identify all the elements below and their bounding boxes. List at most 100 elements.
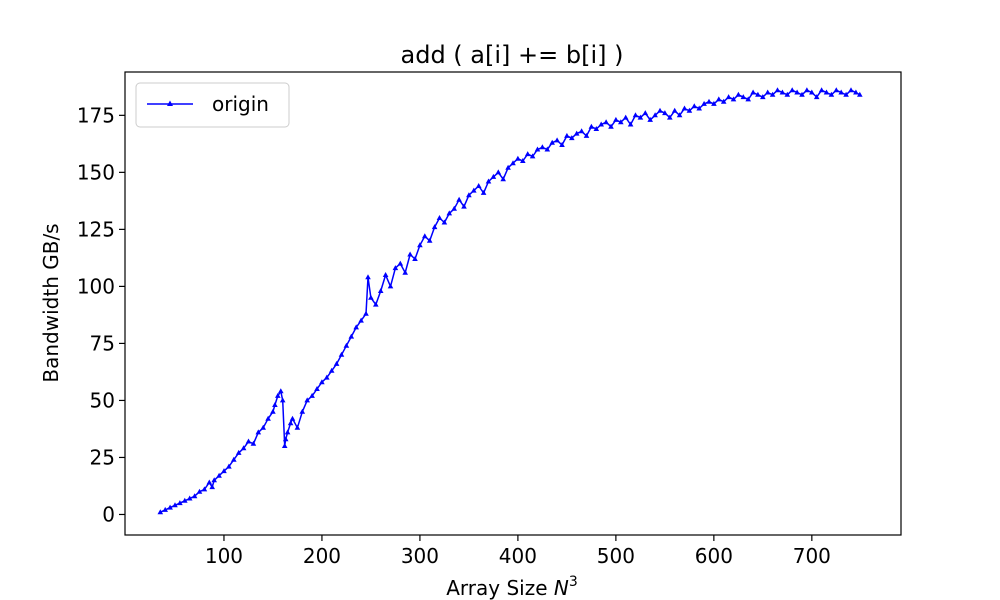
data-point (250, 440, 257, 446)
data-point (583, 132, 590, 138)
data-point (392, 265, 399, 271)
y-tick-label: 75 (90, 331, 115, 355)
data-point (382, 272, 389, 277)
data-point (260, 424, 266, 430)
data-point (480, 189, 487, 195)
data-point (823, 89, 830, 95)
data-point (789, 87, 795, 93)
data-point (510, 160, 516, 166)
data-point (750, 89, 756, 95)
data-point (701, 100, 707, 106)
data-point (436, 215, 443, 220)
data-point (363, 310, 369, 316)
data-point (226, 463, 232, 469)
data-point (235, 449, 242, 455)
data-point (569, 135, 575, 141)
data-point (691, 103, 698, 109)
data-point (706, 98, 712, 104)
x-tick-label: 700 (793, 544, 831, 568)
data-point (309, 392, 315, 398)
x-tick-label: 500 (597, 544, 635, 568)
data-point (760, 94, 766, 100)
data-point (515, 155, 521, 161)
data-point (186, 495, 193, 501)
data-point (240, 445, 247, 451)
data-point (686, 107, 693, 113)
data-point (402, 269, 408, 275)
data-point (544, 146, 551, 152)
data-point (520, 158, 526, 163)
data-point (769, 91, 776, 97)
data-point (549, 139, 555, 145)
data-point (353, 324, 359, 330)
data-point (270, 408, 276, 414)
data-point (422, 233, 428, 239)
data-point (755, 91, 761, 97)
data-point (608, 123, 614, 129)
data-point (603, 119, 609, 125)
data-point (417, 242, 423, 248)
data-point (265, 415, 271, 421)
data-point (206, 479, 213, 485)
data-point (524, 151, 531, 157)
data-point (328, 367, 335, 373)
data-point (681, 105, 688, 111)
data-point (441, 219, 448, 225)
y-tick-label: 150 (77, 160, 115, 184)
x-tick-label: 300 (401, 544, 439, 568)
x-axis-title-text: Array Size (446, 576, 547, 600)
data-point (662, 110, 668, 116)
data-point (529, 153, 536, 159)
plot-area (157, 87, 863, 515)
data-point (426, 237, 433, 243)
data-point (554, 137, 560, 143)
data-point (622, 114, 629, 120)
x-tick-label: 400 (499, 544, 537, 568)
data-point (853, 89, 859, 95)
x-axis-title-var: N (554, 576, 569, 600)
data-point (191, 493, 198, 499)
y-tick-label: 125 (77, 217, 115, 241)
data-point (177, 500, 183, 506)
data-point (828, 91, 835, 97)
data-point (627, 121, 634, 127)
data-point (716, 96, 722, 102)
data-point (397, 260, 404, 266)
data-point (456, 196, 462, 202)
data-point (221, 468, 227, 474)
data-point (245, 438, 252, 444)
data-point (314, 386, 320, 391)
x-axis-ticks: 100 200 300 400 500 600 700 (205, 535, 831, 568)
data-point (740, 94, 747, 100)
data-point (534, 146, 541, 152)
data-point (799, 91, 805, 97)
data-point (475, 183, 482, 188)
data-point (287, 420, 294, 426)
data-point (642, 110, 649, 116)
data-point (618, 119, 624, 125)
data-point (275, 392, 281, 398)
data-point (196, 488, 203, 494)
data-point (387, 283, 394, 289)
data-point (784, 91, 791, 97)
data-point (559, 142, 565, 147)
data-point (667, 114, 673, 120)
data-point (730, 96, 737, 102)
y-tick-label: 175 (77, 103, 115, 127)
data-point (358, 317, 364, 323)
legend: origin (135, 82, 290, 128)
data-point (431, 224, 438, 230)
data-point (216, 472, 222, 478)
data-point (182, 497, 188, 503)
data-point (289, 415, 296, 421)
data-point (652, 112, 658, 118)
x-tick-label: 200 (303, 544, 341, 568)
data-point (505, 164, 511, 170)
data-point (745, 96, 751, 102)
data-point (338, 351, 345, 357)
data-point (282, 436, 289, 442)
data-point (466, 192, 472, 198)
data-point (813, 94, 820, 100)
data-point (711, 100, 717, 106)
data-point (818, 87, 825, 93)
